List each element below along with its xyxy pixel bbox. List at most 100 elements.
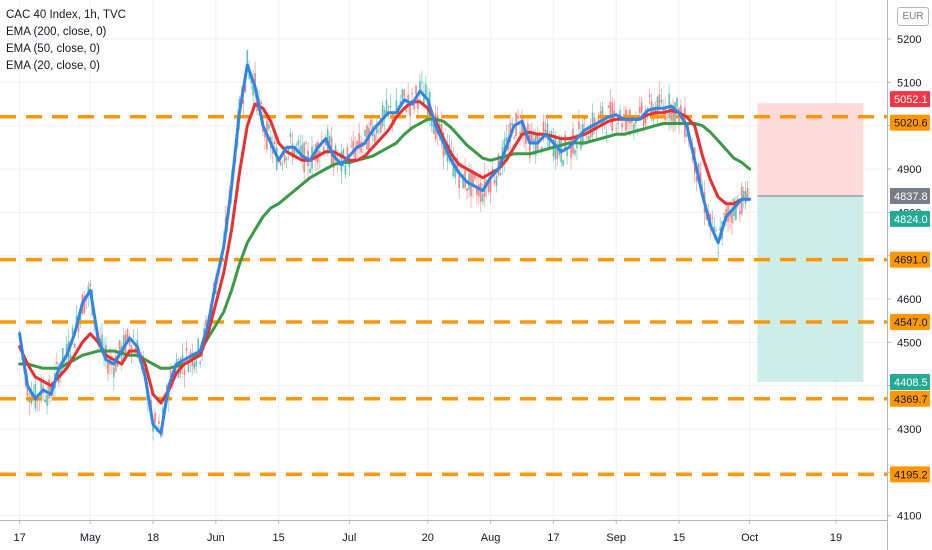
candle-body — [419, 81, 421, 92]
candle-body — [493, 180, 496, 184]
candle-body — [299, 146, 302, 152]
candle-body — [648, 95, 651, 97]
x-tick-label: Aug — [481, 532, 501, 544]
candle-body — [381, 105, 384, 127]
candle-body — [621, 123, 623, 128]
candle-body — [715, 230, 718, 232]
candle-body — [71, 327, 74, 335]
candle-body — [599, 111, 602, 116]
candle-body — [711, 217, 714, 219]
candle-body — [605, 132, 608, 134]
y-tick-label: 4100 — [897, 511, 921, 523]
price-tag-label: 5052.1 — [894, 94, 928, 106]
candle-body — [734, 204, 737, 220]
candle-body — [640, 102, 643, 113]
candle-body — [672, 105, 674, 122]
candle-body — [723, 213, 726, 215]
candle-body — [342, 149, 345, 158]
legend-ema50[interactable]: EMA (50, close, 0) — [6, 43, 100, 55]
candle-body — [475, 187, 478, 195]
candle-body — [48, 379, 50, 399]
candle-body — [473, 173, 476, 179]
candle-body — [126, 329, 129, 340]
price-tag-bg — [890, 210, 930, 227]
candle-body — [322, 147, 325, 153]
candle-body — [246, 49, 249, 72]
take-profit-zone — [757, 195, 864, 382]
currency-button[interactable]: EUR — [897, 7, 929, 26]
candle-body — [305, 143, 308, 145]
candle-body — [293, 147, 296, 155]
candle-body — [291, 143, 294, 159]
candle-body — [585, 138, 588, 140]
candle-body — [456, 158, 459, 172]
x-tick-label: 15 — [673, 532, 685, 544]
candle-body — [731, 210, 733, 223]
candle-body — [499, 172, 502, 176]
candle-body — [358, 133, 361, 150]
candle-body — [526, 123, 529, 135]
candle-body — [346, 147, 349, 157]
candle-body — [69, 354, 72, 359]
candle-body — [287, 147, 290, 153]
candle-body — [607, 106, 610, 108]
candle-body — [107, 362, 109, 374]
candle-body — [597, 115, 600, 125]
candle-body — [403, 89, 406, 97]
price-candles — [18, 49, 749, 441]
y-tick-label: 4500 — [897, 337, 921, 349]
candle-body — [458, 175, 461, 189]
candle-body — [744, 191, 747, 204]
candle-body — [432, 124, 435, 134]
price-tags: 5052.1 5020.6 4837.8 4824.0 4691.0 4547.0 4408… — [890, 91, 930, 483]
candle-body — [197, 338, 200, 352]
x-tick-label: 18 — [147, 532, 159, 544]
candle-body — [101, 334, 103, 351]
candle-body — [676, 98, 678, 108]
candle-body — [252, 79, 255, 96]
candle-body — [642, 117, 645, 127]
price-tag-label: 4408.5 — [894, 377, 928, 389]
candle-body — [369, 119, 372, 126]
candle-body — [59, 368, 62, 374]
candle-body — [154, 412, 156, 424]
x-tick-label: 20 — [422, 532, 434, 544]
candle-body — [379, 117, 382, 133]
candle-body — [285, 157, 288, 161]
candle-body — [481, 194, 484, 202]
candle-body — [57, 366, 60, 383]
y-tick-label: 5200 — [897, 34, 921, 46]
candle-body — [670, 104, 673, 121]
x-tick-label: 19 — [830, 532, 842, 544]
candle-body — [281, 163, 284, 165]
legend-ema200[interactable]: EMA (200, close, 0) — [6, 26, 107, 38]
candle-body — [534, 133, 537, 156]
candle-body — [169, 370, 172, 377]
candle-body — [705, 213, 708, 220]
candle-body — [505, 137, 508, 142]
price-tag-bg — [890, 91, 930, 108]
candle-body — [79, 315, 82, 325]
candle-body — [65, 344, 68, 357]
candle-body — [83, 296, 86, 313]
price-tag-bg — [890, 390, 930, 407]
candle-body — [183, 369, 186, 375]
candle-body — [638, 106, 641, 114]
legend-ema20[interactable]: EMA (20, close, 0) — [6, 60, 100, 72]
candle-body — [28, 398, 31, 403]
candle-body — [424, 84, 427, 99]
price-tag-label: 4824.0 — [894, 214, 928, 226]
candle-body — [422, 95, 425, 104]
candle-body — [487, 180, 490, 193]
candle-body — [375, 124, 378, 134]
candle-body — [405, 108, 408, 112]
candle-body — [548, 134, 551, 149]
candle-body — [199, 361, 202, 364]
ema-200-line — [18, 117, 752, 370]
candle-body — [462, 174, 465, 189]
price-tag-bg — [890, 313, 930, 330]
candle-body — [695, 176, 698, 182]
x-tick-label: Oct — [741, 532, 758, 544]
candle-body — [195, 360, 198, 367]
